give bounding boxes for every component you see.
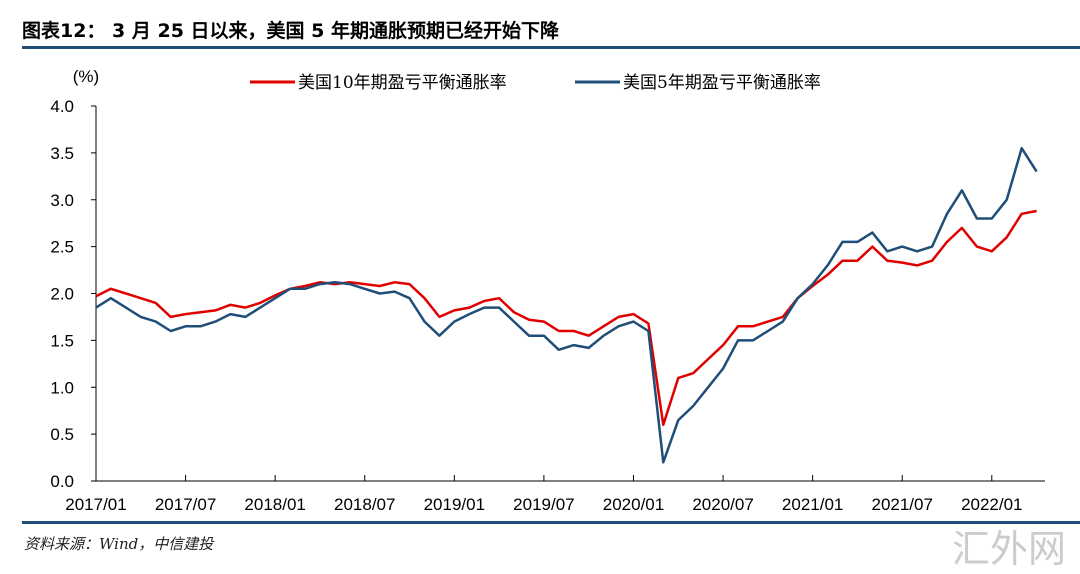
x-tick-label: 2020/07 [692, 495, 753, 514]
series-line-1 [95, 209, 1037, 427]
y-tick-label: 1.0 [50, 378, 74, 397]
y-tick-label: 0.5 [50, 425, 74, 444]
footer-divider [22, 521, 1080, 524]
y-tick-label: 3.5 [50, 144, 74, 163]
chart-title: 图表12： 3 月 25 日以来，美国 5 年期通胀预期已经开始下降 [22, 20, 560, 42]
watermark: 汇外网 [951, 527, 1066, 571]
y-tick-label: 1.5 [50, 331, 74, 350]
series-line-2 [95, 146, 1038, 464]
x-tick-label: 2022/01 [961, 495, 1022, 514]
x-tick-label: 2019/01 [424, 495, 485, 514]
x-tick-label: 2020/01 [603, 495, 664, 514]
x-tick-label: 2017/01 [65, 495, 126, 514]
x-tick-label: 2019/07 [513, 495, 574, 514]
x-tick-label: 2021/01 [782, 495, 843, 514]
x-tick-label: 2021/07 [871, 495, 932, 514]
title-divider [22, 46, 1080, 49]
legend-label-1: 美国10年期盈亏平衡通胀率 [298, 73, 507, 93]
y-tick-label: 0.0 [50, 472, 74, 491]
x-tick-label: 2018/07 [334, 495, 395, 514]
x-tick-label: 2017/07 [155, 495, 216, 514]
y-tick-label: 3.0 [50, 191, 74, 210]
y-tick-label: 4.0 [50, 97, 74, 116]
y-tick-label: 2.5 [50, 238, 74, 257]
y-tick-label: 2.0 [50, 285, 74, 304]
y-axis-label: (%) [73, 67, 99, 86]
legend-label-2: 美国5年期盈亏平衡通胀率 [623, 73, 821, 93]
source-note: 资料来源：Wind，中信建投 [24, 535, 214, 553]
x-tick-label: 2018/01 [244, 495, 305, 514]
